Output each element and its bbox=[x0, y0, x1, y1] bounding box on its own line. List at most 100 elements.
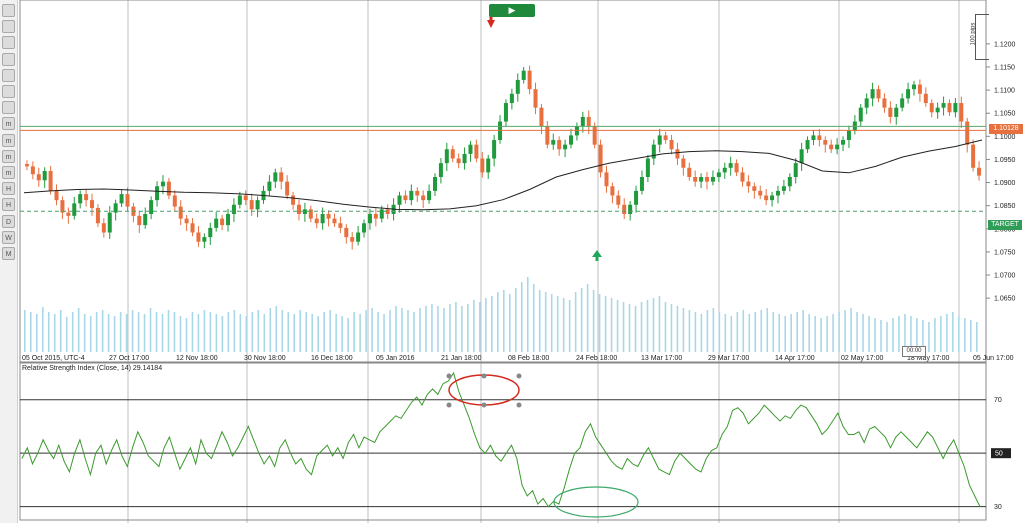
timeframe-M-button[interactable]: M bbox=[2, 247, 15, 260]
volume-bar bbox=[173, 312, 176, 352]
candle-body bbox=[959, 103, 964, 122]
candle-body bbox=[527, 70, 532, 90]
volume-bar bbox=[706, 310, 709, 352]
volume-bar bbox=[215, 314, 218, 352]
volume-bar bbox=[514, 288, 517, 352]
volume-bar bbox=[329, 310, 331, 352]
date-tick-label: 24 Feb 18:00 bbox=[576, 355, 617, 362]
volume-bar bbox=[239, 314, 242, 352]
candle-body bbox=[196, 232, 201, 242]
volume-bar bbox=[317, 316, 319, 352]
volume-bar bbox=[287, 312, 290, 352]
candle-body bbox=[557, 140, 562, 150]
timeframe-h1-button[interactable]: H bbox=[2, 182, 15, 196]
candle-body bbox=[492, 140, 497, 159]
volume-bar bbox=[862, 314, 864, 352]
date-tick-label: 18 May 17:00 bbox=[907, 355, 950, 362]
volume-bar bbox=[101, 310, 104, 352]
date-axis: 05 Oct 2015, UTC-4 27 Oct 17:00 12 Nov 18:… bbox=[22, 355, 1014, 362]
candle-body bbox=[166, 181, 171, 196]
volume-bar bbox=[413, 312, 415, 352]
date-tick-label: 08 Feb 18:00 bbox=[508, 355, 549, 362]
price-tick-label: 1.1150 bbox=[994, 64, 1015, 71]
candle-body bbox=[42, 171, 47, 181]
volume-bar bbox=[748, 314, 751, 352]
zoom-out-icon[interactable] bbox=[2, 20, 15, 34]
volume-bar bbox=[520, 282, 523, 352]
rsi-title: Relative Strength Index (Close, 14) 29.1… bbox=[22, 365, 163, 372]
candle-body bbox=[314, 218, 319, 224]
annotations bbox=[446, 16, 639, 518]
volume-bar bbox=[664, 302, 667, 352]
timeframe-m30-button[interactable]: m bbox=[2, 166, 15, 179]
volume-bar bbox=[622, 302, 625, 352]
volume-bar bbox=[556, 296, 559, 352]
fx-icon[interactable] bbox=[2, 68, 15, 82]
candle-body bbox=[456, 158, 461, 164]
candle-body bbox=[693, 177, 698, 182]
date-tick-label: 30 Nov 18:00 bbox=[244, 355, 286, 362]
candle-body bbox=[48, 171, 53, 191]
moving-average-line bbox=[23, 139, 983, 211]
candle-body bbox=[911, 84, 916, 90]
play-button[interactable]: ▶ bbox=[489, 4, 535, 17]
price-axis: 1.1200 1.1150 1.1100 1.1050 1.1000 1.0950 1.09… bbox=[986, 41, 1016, 303]
candle-body bbox=[835, 144, 840, 150]
volume-bar bbox=[604, 296, 607, 352]
candle-body bbox=[734, 163, 739, 173]
grid-icon[interactable] bbox=[2, 52, 15, 66]
candle-body bbox=[539, 107, 544, 127]
price-tick-label: 1.1100 bbox=[994, 88, 1015, 95]
candle-body bbox=[681, 158, 686, 168]
candle-body bbox=[427, 190, 432, 201]
volume-bar bbox=[814, 316, 816, 352]
date-tick-label: 12 Nov 18:00 bbox=[176, 355, 218, 362]
timeframe-D-button[interactable]: D bbox=[2, 214, 15, 228]
candle-body bbox=[917, 84, 922, 94]
volume-bar bbox=[137, 312, 140, 352]
candle-body bbox=[95, 207, 100, 224]
price-tick-label: 1.0950 bbox=[994, 157, 1016, 164]
candle-body bbox=[30, 166, 35, 175]
volume-bar bbox=[658, 296, 661, 352]
volume-bar bbox=[353, 312, 355, 352]
timeframe-m5-button[interactable]: m bbox=[2, 133, 15, 147]
volume-bar bbox=[77, 308, 80, 352]
volume-bar bbox=[964, 318, 966, 352]
candle-body bbox=[823, 140, 828, 145]
timeframe-h4-button[interactable]: H bbox=[2, 198, 15, 212]
objects-icon[interactable] bbox=[2, 101, 15, 115]
volume-bar bbox=[347, 318, 349, 352]
candle-body bbox=[533, 89, 538, 108]
candle-body bbox=[651, 144, 656, 159]
candle-body bbox=[645, 158, 650, 178]
volume-bar bbox=[263, 314, 266, 352]
candle-body bbox=[397, 195, 402, 205]
shapes-icon[interactable] bbox=[2, 85, 15, 98]
sell-arrow-icon bbox=[487, 20, 495, 28]
candle-body bbox=[947, 103, 952, 113]
zoom-handle[interactable]: 00:00 bbox=[902, 346, 926, 357]
candle-body bbox=[817, 135, 822, 141]
candle-body bbox=[799, 149, 804, 164]
candle-body bbox=[971, 144, 976, 168]
candle-body bbox=[409, 190, 414, 201]
price-tick-label: 1.0700 bbox=[994, 273, 1016, 280]
zoom-in-icon[interactable] bbox=[2, 4, 15, 17]
volume-bar bbox=[323, 312, 325, 352]
rsi-50-marker bbox=[991, 448, 1011, 459]
timeframe-m1-button[interactable]: m bbox=[2, 117, 15, 131]
date-tick-label: 27 Oct 17:00 bbox=[109, 355, 149, 362]
candle-body bbox=[344, 227, 349, 238]
volume-bar bbox=[538, 290, 541, 352]
candle-body bbox=[279, 172, 284, 182]
candle-body bbox=[569, 135, 574, 145]
rsi-overbought-ellipse bbox=[448, 374, 520, 406]
candle-body bbox=[190, 223, 195, 233]
volume-bar bbox=[119, 312, 122, 352]
candle-body bbox=[563, 144, 568, 150]
bars-icon[interactable] bbox=[2, 36, 15, 50]
timeframe-m15-button[interactable]: m bbox=[2, 149, 15, 163]
timeframe-W-button[interactable]: W bbox=[2, 230, 15, 244]
